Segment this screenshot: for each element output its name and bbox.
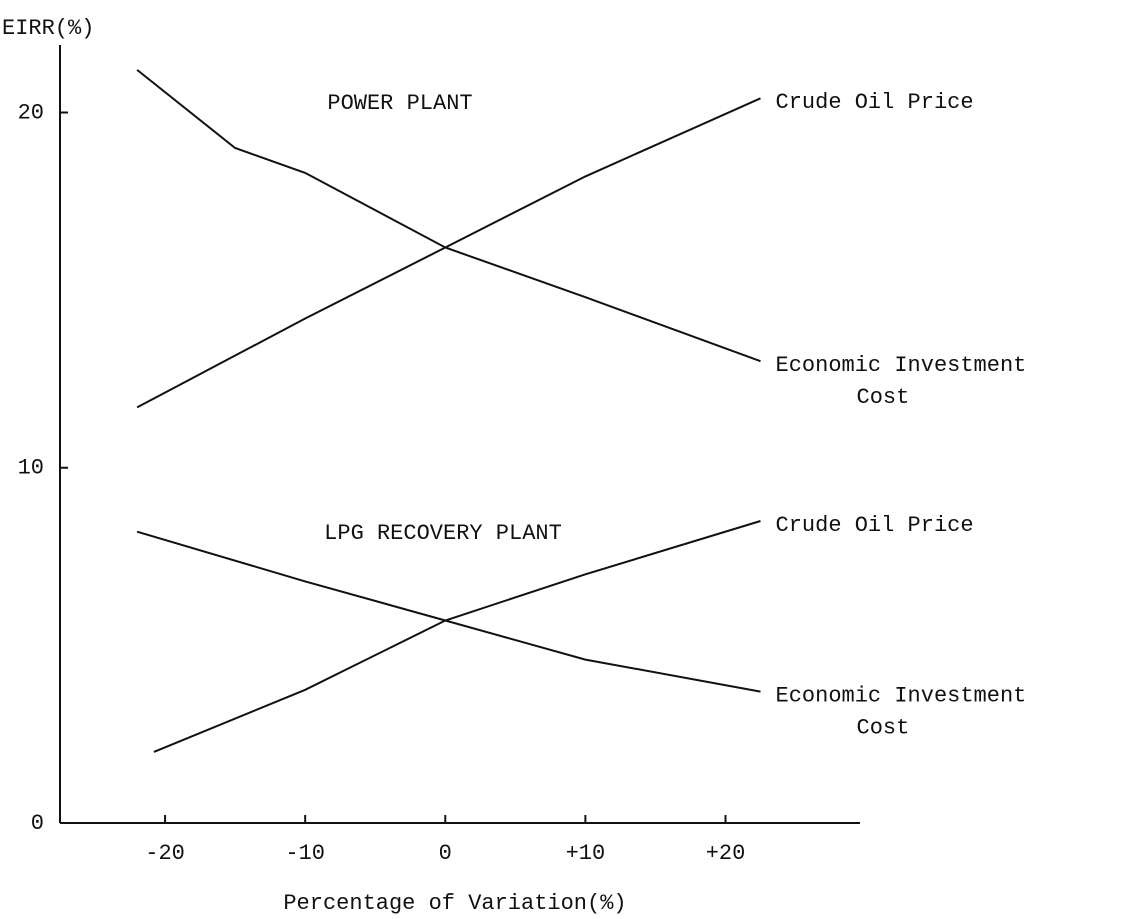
series-label: Crude Oil Price (776, 513, 974, 538)
y-tick-label: 10 (18, 456, 44, 481)
x-tick-label: -10 (285, 841, 325, 866)
line (136, 530, 761, 693)
line (153, 520, 761, 753)
series-label: Cost (857, 715, 910, 740)
x-tick-label: -20 (145, 841, 185, 866)
series-label: Economic Investment (776, 353, 1027, 378)
x-axis-label: Percentage of Variation(%) (283, 891, 626, 916)
group-title: LPG RECOVERY PLANT (324, 521, 562, 546)
x-tick-label: +10 (566, 841, 606, 866)
series-label: Cost (857, 385, 910, 410)
x-tick-label: 0 (439, 841, 452, 866)
y-tick-label: 0 (31, 811, 44, 836)
line (136, 69, 761, 363)
y-tick-label: 20 (18, 100, 44, 125)
group-title: POWER PLANT (327, 91, 472, 116)
series-label: Crude Oil Price (776, 90, 974, 115)
x-tick-label: +20 (706, 841, 746, 866)
y-axis-label: EIRR(%) (2, 16, 94, 41)
series-label: Economic Investment (776, 683, 1027, 708)
